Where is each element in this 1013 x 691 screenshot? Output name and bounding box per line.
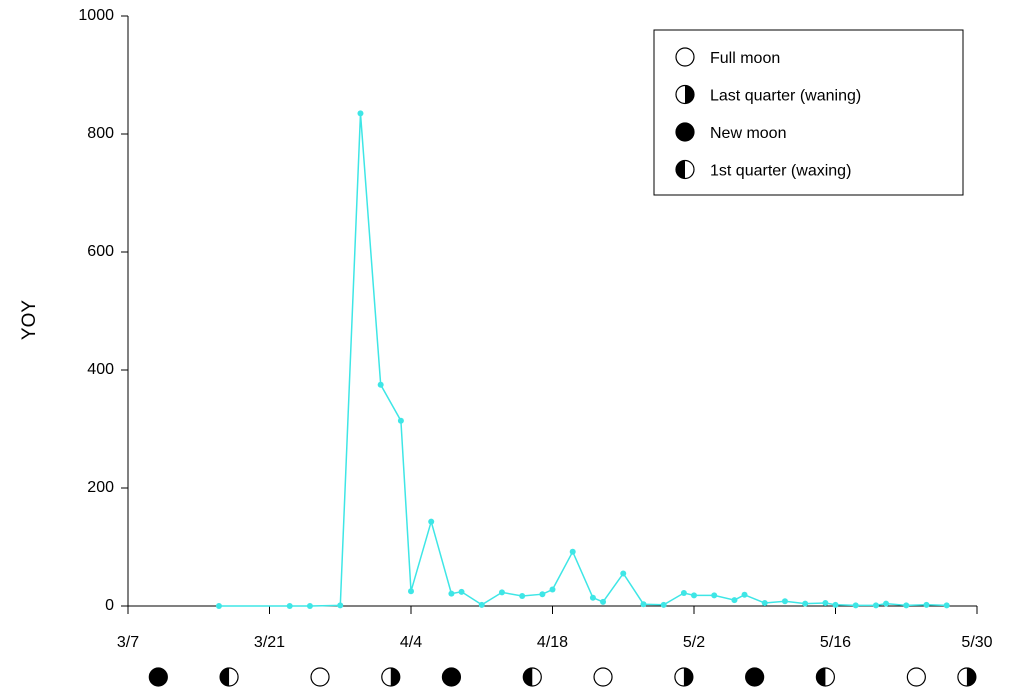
data-point	[448, 590, 455, 597]
legend-label: New moon	[710, 125, 786, 142]
data-point	[691, 592, 697, 599]
moon-phase-marker	[381, 667, 401, 687]
moon-full	[310, 667, 330, 687]
legend-icon	[675, 84, 695, 105]
moon-phase-marker	[219, 667, 239, 687]
data-point	[408, 588, 414, 595]
x-tick-label: 4/18	[537, 634, 568, 651]
moon-phase-marker	[674, 667, 694, 687]
data-point	[589, 594, 596, 601]
data-point	[600, 598, 607, 605]
data-point	[549, 586, 556, 593]
legend-box	[653, 29, 964, 196]
data-point	[943, 602, 950, 609]
data-point	[660, 601, 667, 608]
y-tick-label: 1000	[78, 7, 114, 24]
moon-half	[676, 160, 685, 179]
data-point	[741, 591, 748, 598]
data-point	[680, 590, 687, 597]
legend-icon	[675, 122, 695, 142]
moon-full	[906, 667, 926, 687]
x-tick-label: 5/2	[683, 634, 705, 651]
legend-label: Last quarter (waning)	[710, 88, 861, 105]
data-point	[569, 548, 576, 555]
legend-label: Full moon	[710, 50, 780, 67]
legend-icon	[675, 47, 695, 67]
data-point	[397, 417, 404, 424]
data-point	[428, 518, 435, 525]
data-point	[306, 603, 313, 609]
moon-half	[816, 668, 826, 686]
y-axis-label: YOY	[19, 300, 40, 340]
data-point	[357, 110, 364, 117]
data-point	[872, 602, 879, 609]
moon-phase-marker	[522, 667, 542, 687]
data-point	[620, 570, 627, 577]
data-point	[822, 600, 829, 607]
moon-half	[220, 668, 230, 686]
y-tick-label: 200	[87, 479, 114, 496]
data-point	[478, 601, 485, 608]
moon-half	[523, 668, 533, 686]
moon-phase-marker	[815, 667, 835, 687]
data-point	[781, 598, 788, 605]
data-point	[711, 592, 718, 599]
x-tick-label: 4/4	[400, 634, 422, 651]
legend-icon	[675, 159, 695, 180]
moon-phase-marker	[593, 667, 613, 687]
data-point	[903, 602, 910, 609]
moon-half	[683, 668, 693, 686]
data-point	[377, 381, 384, 388]
moon-new	[675, 122, 695, 142]
data-point	[519, 592, 526, 599]
legend-label: 1st quarter (waxing)	[710, 163, 851, 180]
moon-phase-marker	[957, 667, 977, 687]
data-point	[640, 601, 647, 608]
moon-new	[745, 667, 765, 687]
data-point	[761, 600, 768, 607]
moon-new	[441, 667, 462, 687]
y-tick-label: 600	[87, 243, 114, 260]
moon-half	[966, 668, 976, 686]
data-point	[802, 600, 809, 607]
x-tick-label: 5/30	[961, 634, 992, 651]
moon-half	[390, 668, 400, 686]
data-point	[731, 597, 738, 604]
data-point	[923, 601, 930, 608]
y-tick-label: 0	[105, 597, 114, 614]
data-point	[215, 603, 222, 609]
data-point	[458, 588, 465, 595]
data-point	[337, 602, 344, 609]
moon-half	[685, 85, 694, 104]
moon-full	[593, 667, 613, 687]
data-point	[883, 600, 890, 607]
moon-full	[675, 47, 695, 67]
moon-phase-marker	[310, 667, 330, 687]
x-tick-label: 3/21	[254, 634, 285, 651]
y-tick-label: 400	[87, 361, 114, 378]
data-point	[832, 601, 839, 608]
data-point	[539, 591, 546, 598]
data-point	[852, 602, 859, 609]
data-point	[498, 589, 505, 596]
moon-phase-marker	[148, 667, 168, 687]
data-point	[286, 603, 293, 609]
x-tick-label: 5/16	[820, 634, 851, 651]
x-tick-label: 3/7	[117, 634, 139, 651]
moon-phase-marker	[906, 667, 926, 687]
moon-phase-marker	[441, 667, 462, 687]
y-tick-label: 800	[87, 125, 114, 142]
moon-new	[148, 667, 168, 687]
moon-phase-marker	[745, 667, 765, 687]
